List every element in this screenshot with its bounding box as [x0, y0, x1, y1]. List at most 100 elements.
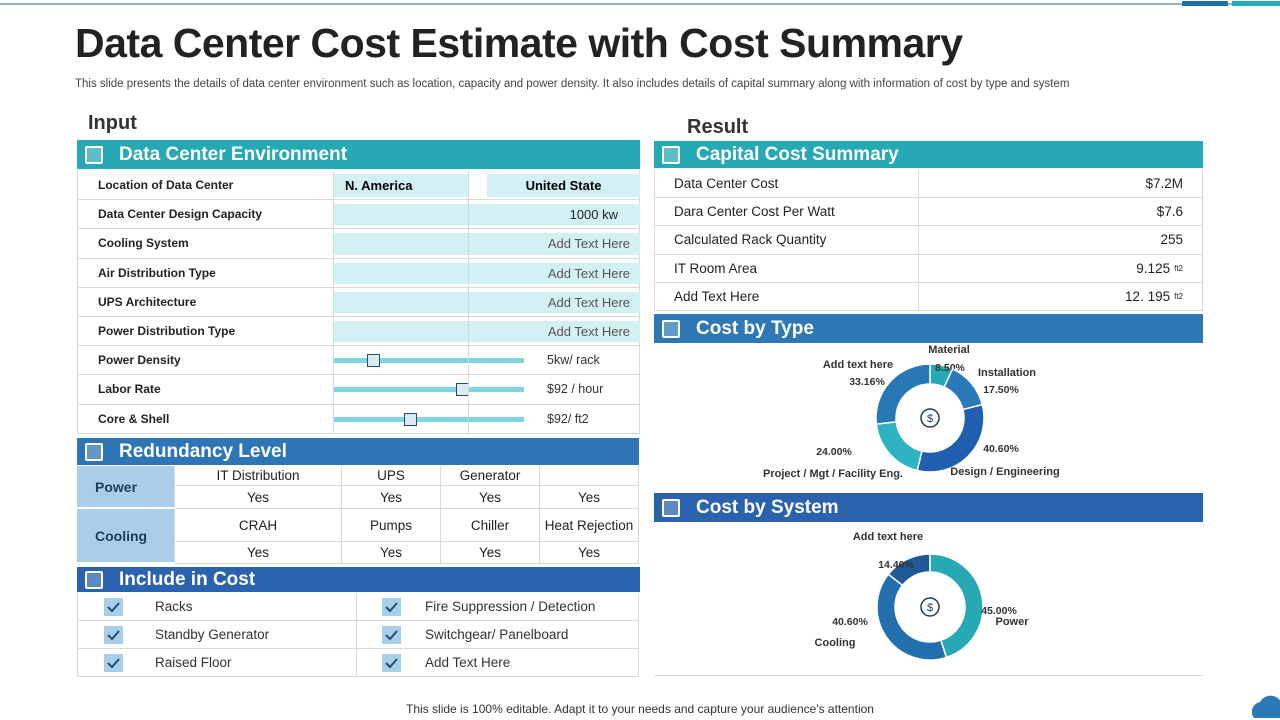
summary-label: IT Room Area [654, 254, 919, 283]
checkbox[interactable] [104, 626, 123, 644]
unit: ft2 [1174, 263, 1183, 273]
result-heading: Result [687, 116, 749, 138]
value-cell: Yes [175, 486, 342, 509]
section-icon [85, 442, 103, 461]
center-icon [920, 408, 940, 428]
slider-track [334, 358, 524, 364]
item-cell: IT Distribution [175, 466, 342, 486]
item-cell: Heat Rejection [540, 509, 639, 542]
slice-label: Project / Mgt / Facility Eng. [763, 468, 903, 480]
value-cell: 1000 kw [334, 204, 640, 226]
row-label: Power Distribution Type [77, 317, 334, 347]
summary-label: Dara Center Cost Per Watt [654, 198, 919, 227]
include-cell: Standby Generator [77, 621, 357, 649]
slice-label: Power [995, 616, 1029, 628]
row-label: Core & Shell [77, 404, 334, 434]
summary-number: 12. 195 [1125, 288, 1171, 304]
divider [468, 171, 469, 434]
center-icon-bg [899, 576, 961, 638]
slice-label: Cooling [815, 637, 856, 649]
section-icon [662, 145, 680, 164]
slider-handle [404, 412, 417, 426]
check [385, 602, 398, 613]
group-label: Power [77, 466, 175, 509]
value-cell: Yes [540, 486, 639, 509]
donut-slice [876, 573, 948, 661]
value-text: $92/ ft2 [547, 411, 589, 426]
slice-value: 14.40% [878, 559, 914, 571]
check [107, 658, 120, 669]
section-title: Include in Cost [119, 569, 256, 590]
check-mark [385, 602, 398, 613]
section-title: Cost by Type [696, 318, 814, 339]
slice-value: 17.50% [983, 384, 1019, 396]
checkbox[interactable] [382, 626, 401, 644]
checkbox[interactable] [104, 598, 123, 616]
item-cell: Generator [441, 466, 540, 486]
value-cell: United State [487, 174, 640, 198]
center-icon-glyph: $ [927, 602, 933, 614]
include-cell: Fire Suppression / Detection [357, 593, 639, 621]
section-title: Capital Cost Summary [696, 144, 899, 165]
checkbox[interactable] [104, 654, 123, 672]
row-label: Cooling System [77, 229, 334, 259]
summary-number: $7.6 [1156, 204, 1183, 220]
row-label: UPS Architecture [77, 287, 334, 317]
summary-value: 255 [919, 226, 1203, 255]
row-cell [334, 375, 640, 405]
center-icon-glyph: $ [927, 413, 933, 425]
section-header: Redundancy Level [77, 438, 639, 465]
value-cell: Add Text Here [334, 291, 640, 313]
section-header: Cost by System [654, 493, 1203, 522]
item-cell: UPS [342, 466, 441, 486]
checkbox[interactable] [382, 598, 401, 616]
top-accent [1232, 1, 1280, 6]
summary-number: 9.125 [1136, 260, 1171, 276]
row-label: Air Distribution Type [77, 258, 334, 288]
summary-label: Calculated Rack Quantity [654, 226, 919, 255]
center-icon [920, 597, 940, 617]
summary-value: $7.2M [919, 170, 1203, 199]
value-cell: Add Text Here [334, 262, 640, 284]
row-label: Labor Rate [77, 375, 334, 405]
slice-label: Add text here [853, 531, 923, 543]
cloud-icon [1251, 695, 1280, 718]
slice-value: 45.00% [981, 605, 1017, 617]
slice-label: Design / Engineering [950, 466, 1059, 478]
donut-slice [875, 363, 931, 425]
summary-label: Add Text Here [654, 282, 919, 311]
slice-value: 40.60% [983, 443, 1019, 455]
slice-label: Material [928, 344, 970, 356]
row-cell [334, 346, 640, 376]
check-mark [107, 658, 120, 669]
item-cell: CRAH [175, 509, 342, 542]
summary-value: $7.6 [919, 198, 1203, 227]
section-header: Include in Cost [77, 567, 640, 592]
value-cell: Add Text Here [334, 233, 640, 255]
item-cell [540, 466, 639, 486]
checkbox[interactable] [382, 654, 401, 672]
section-header: Data Center Environment [77, 140, 640, 169]
include-cell: Switchgear/ Panelboard [357, 621, 639, 649]
summary-value: 12. 195 ft2 [919, 282, 1203, 311]
check [385, 630, 398, 641]
section-title: Cost by System [696, 497, 839, 518]
section-header: Cost by Type [654, 314, 1203, 343]
summary-number: $7.2M [1145, 176, 1183, 192]
slice-value: 40.60% [832, 616, 868, 628]
footer-note: This slide is 100% editable. Adapt it to… [406, 702, 874, 716]
slice-value: 33.16% [849, 376, 885, 388]
slice-value: 24.00% [816, 446, 852, 458]
slider-track [334, 387, 524, 393]
section-icon [85, 145, 103, 164]
center-icon-bg [900, 388, 960, 448]
slider-track [334, 416, 524, 422]
include-cell: Raised Floor [77, 649, 357, 677]
slice-label: Installation [978, 367, 1036, 379]
check [107, 602, 120, 613]
check [107, 630, 120, 641]
